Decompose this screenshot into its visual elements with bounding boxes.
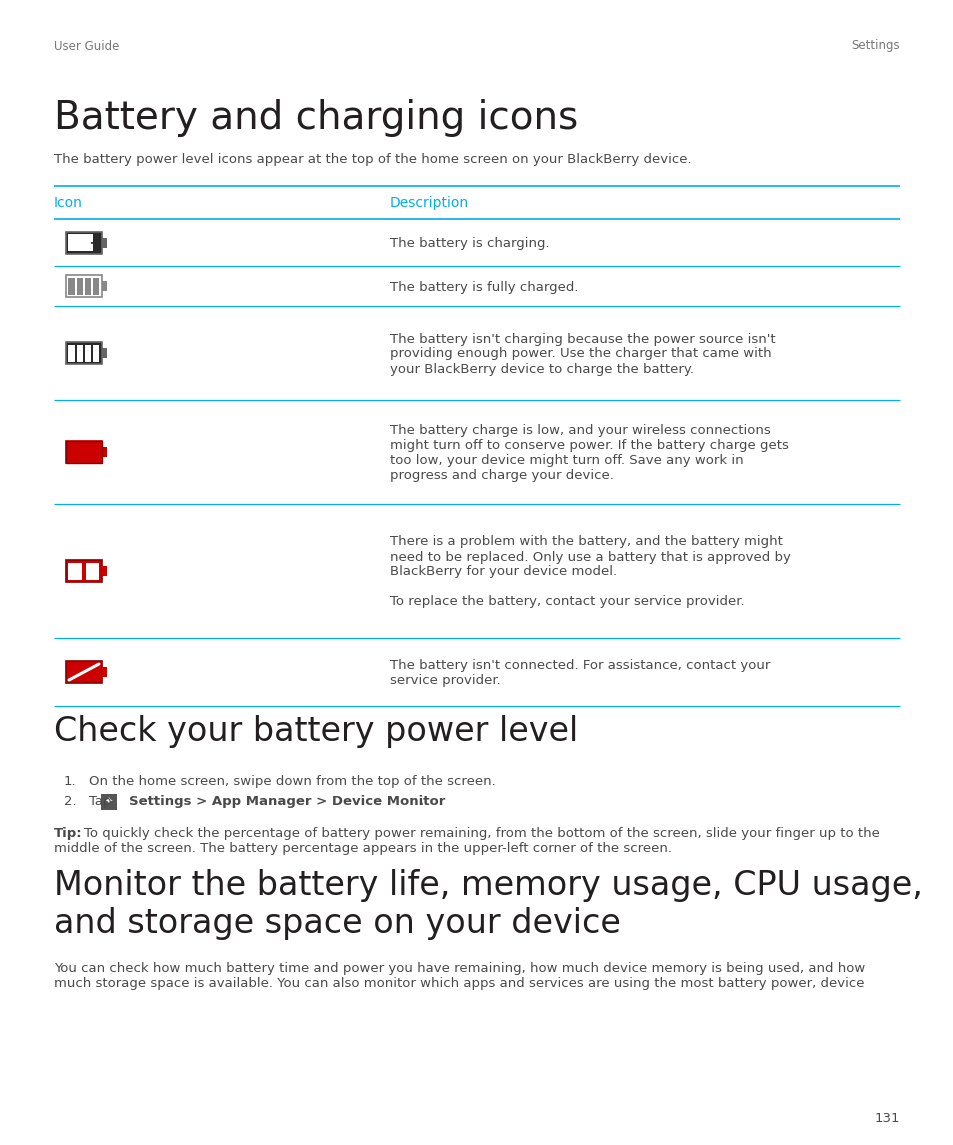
Bar [76, 345, 83, 362]
Text: The battery power level icons appear at the top of the home screen on your Black: The battery power level icons appear at … [54, 153, 691, 166]
Bar [76, 277, 83, 294]
Text: The battery isn't connected. For assistance, contact your: The battery isn't connected. For assista… [390, 660, 770, 672]
Bar [93, 345, 99, 362]
Text: To replace the battery, contact your service provider.: To replace the battery, contact your ser… [390, 595, 744, 608]
Text: ╋: ╋ [91, 237, 96, 248]
Bar [69, 562, 82, 579]
Bar [102, 566, 107, 576]
Text: your BlackBerry device to charge the battery.: your BlackBerry device to charge the bat… [390, 363, 693, 376]
Text: You can check how much battery time and power you have remaining, how much devic: You can check how much battery time and … [54, 962, 864, 976]
Text: and storage space on your device: and storage space on your device [54, 908, 620, 940]
Bar [102, 348, 107, 358]
Bar [66, 441, 102, 463]
Text: middle of the screen. The battery percentage appears in the upper-left corner of: middle of the screen. The battery percen… [54, 842, 671, 855]
Text: too low, your device might turn off. Save any work in: too low, your device might turn off. Sav… [390, 455, 742, 467]
Bar [66, 231, 102, 253]
Text: There is a problem with the battery, and the battery might: There is a problem with the battery, and… [390, 536, 782, 548]
Text: Battery and charging icons: Battery and charging icons [54, 98, 578, 137]
Bar [85, 345, 91, 362]
Bar [101, 793, 117, 810]
Bar [66, 661, 102, 684]
Bar [66, 342, 102, 364]
Bar [85, 277, 91, 294]
Bar [102, 281, 107, 291]
Text: To quickly check the percentage of battery power remaining, from the bottom of t: To quickly check the percentage of batte… [84, 827, 879, 840]
Text: Monitor the battery life, memory usage, CPU usage,: Monitor the battery life, memory usage, … [54, 869, 922, 902]
Bar [66, 275, 102, 297]
Text: The battery is fully charged.: The battery is fully charged. [390, 281, 578, 293]
Bar [86, 562, 99, 579]
Text: Check your battery power level: Check your battery power level [54, 716, 578, 749]
Text: much storage space is available. You can also monitor which apps and services ar: much storage space is available. You can… [54, 977, 863, 990]
Bar [66, 441, 102, 463]
Text: service provider.: service provider. [390, 674, 500, 687]
Text: 1.: 1. [64, 775, 76, 788]
Text: Tip:: Tip: [54, 827, 83, 840]
Text: Settings > App Manager > Device Monitor: Settings > App Manager > Device Monitor [129, 795, 445, 808]
Bar [69, 277, 74, 294]
Text: BlackBerry for your device model.: BlackBerry for your device model. [390, 566, 617, 578]
Bar [102, 668, 107, 677]
Text: Tap: Tap [89, 795, 115, 808]
Text: .: . [418, 795, 424, 808]
Text: Icon: Icon [54, 196, 83, 210]
Text: The battery charge is low, and your wireless connections: The battery charge is low, and your wire… [390, 424, 770, 437]
Text: Settings: Settings [850, 39, 899, 53]
Bar [102, 447, 107, 457]
Bar [69, 234, 93, 251]
Text: might turn off to conserve power. If the battery charge gets: might turn off to conserve power. If the… [390, 439, 788, 452]
Bar [66, 560, 102, 582]
Text: Description: Description [390, 196, 469, 210]
Text: need to be replaced. Only use a battery that is approved by: need to be replaced. Only use a battery … [390, 551, 790, 563]
Bar [102, 237, 107, 247]
Text: On the home screen, swipe down from the top of the screen.: On the home screen, swipe down from the … [89, 775, 496, 788]
Text: The battery isn't charging because the power source isn't: The battery isn't charging because the p… [390, 332, 775, 346]
Text: ✦: ✦ [105, 797, 113, 807]
Bar [69, 345, 74, 362]
Text: progress and charge your device.: progress and charge your device. [390, 469, 613, 482]
Text: The battery is charging.: The battery is charging. [390, 237, 549, 250]
Bar [93, 277, 99, 294]
Text: User Guide: User Guide [54, 39, 119, 53]
Text: 131: 131 [874, 1112, 899, 1124]
Text: 2.: 2. [64, 795, 76, 808]
Text: providing enough power. Use the charger that came with: providing enough power. Use the charger … [390, 347, 771, 361]
